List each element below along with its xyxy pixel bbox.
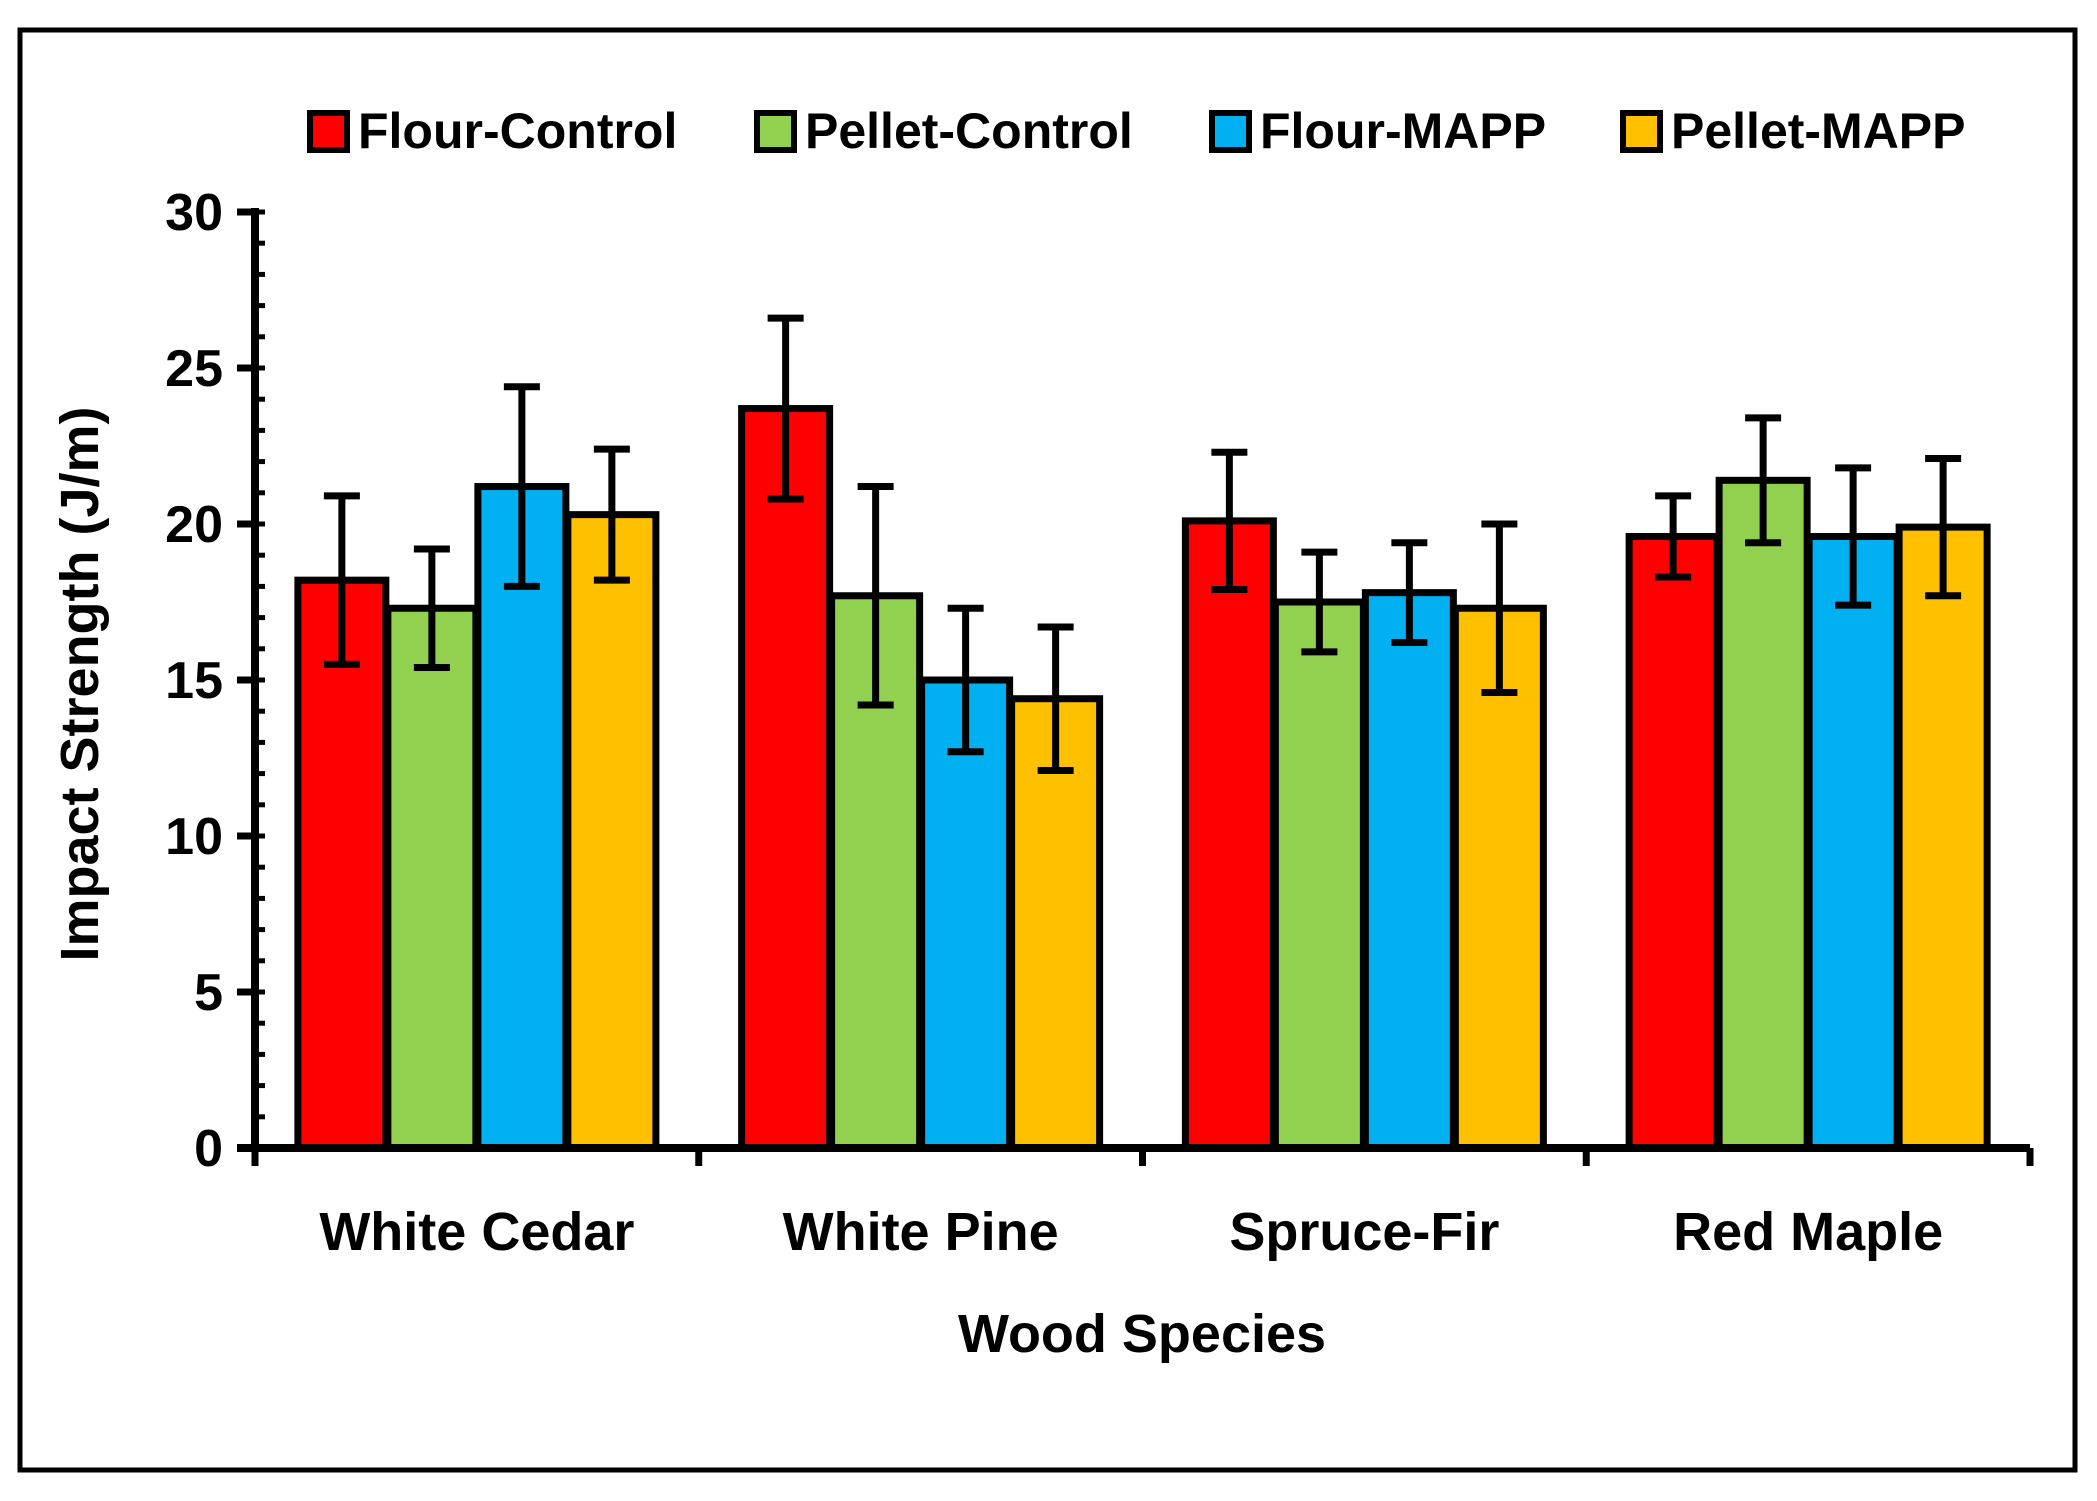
x-tick-labels: White Cedar White Pine Spruce-Fir Red Maple [319,1202,1943,1262]
bar-flour-mapp-white-pine [918,676,1014,1152]
y-tick-label: 30 [165,184,223,242]
error-bar-pellet-mapp-spruce-fir [1481,520,1518,696]
error-bar-pellet-control-spruce-fir [1301,548,1338,656]
legend-label: Flour-MAPP [1260,103,1546,159]
y-axis-label: Impact Strength (J/m) [50,406,110,961]
bar-pellet-mapp-red-maple [1895,523,1991,1152]
y-tick-label: 0 [194,1120,223,1178]
x-tick-label: Red Maple [1673,1202,1943,1262]
legend-item-pellet-mapp: Pellet-MAPP [1620,103,1966,159]
y-tick-label: 20 [165,496,223,554]
x-tick-label: White Cedar [319,1202,634,1262]
error-bar-flour-mapp-white-pine [947,604,984,756]
legend-swatch [1209,110,1252,153]
legend-swatch [307,110,350,153]
bar-pellet-control-spruce-fir [1271,598,1367,1152]
error-bar-flour-mapp-red-maple [1835,464,1872,609]
bar-flour-control-white-pine [738,405,834,1152]
legend: Flour-Control Pellet-Control Flour-MAPP Pel… [307,103,1966,159]
error-bar-pellet-mapp-red-maple [1925,454,1962,600]
error-bar-flour-mapp-white-cedar [503,383,540,590]
bar-pellet-mapp-white-cedar [564,511,660,1152]
legend-swatch [1620,110,1663,153]
legend-item-flour-control: Flour-Control [307,103,677,159]
error-bar-flour-mapp-spruce-fir [1391,539,1428,647]
error-bar-flour-control-white-pine [767,314,804,503]
y-tick-label: 10 [165,808,223,866]
bar-pellet-control-red-maple [1715,476,1811,1152]
error-bar-pellet-mapp-white-pine [1037,623,1074,774]
error-bar-pellet-control-white-cedar [413,545,450,672]
y-tick-label: 5 [194,964,223,1022]
axes [237,208,2034,1166]
error-bar-pellet-control-white-pine [857,483,894,709]
y-tick-label: 15 [165,652,223,710]
y-tick-labels: 0 5 10 15 20 25 30 [165,184,223,1178]
bar-pellet-control-white-cedar [384,604,480,1152]
x-tick-label: Spruce-Fir [1229,1202,1499,1262]
error-bar-pellet-control-red-maple [1745,414,1782,547]
bar-flour-control-spruce-fir [1181,517,1277,1152]
legend-label: Flour-Control [358,103,677,159]
legend-item-pellet-control: Pellet-Control [754,103,1133,159]
y-tick-label: 25 [165,340,223,398]
legend-label: Pellet-MAPP [1671,103,1966,159]
bar-flour-control-red-maple [1625,532,1721,1152]
error-bar-flour-control-white-cedar [323,492,360,668]
bar-flour-mapp-red-maple [1805,532,1901,1152]
legend-item-flour-mapp: Flour-MAPP [1209,103,1546,159]
error-bar-pellet-mapp-white-cedar [593,445,630,584]
bar-flour-mapp-spruce-fir [1361,589,1457,1152]
x-tick-label: White Pine [783,1202,1059,1262]
legend-label: Pellet-Control [805,103,1133,159]
legend-swatch [754,110,797,153]
error-bar-flour-control-red-maple [1655,492,1692,581]
error-bar-flour-control-spruce-fir [1211,448,1248,594]
x-axis-label: Wood Species [958,1304,1326,1364]
